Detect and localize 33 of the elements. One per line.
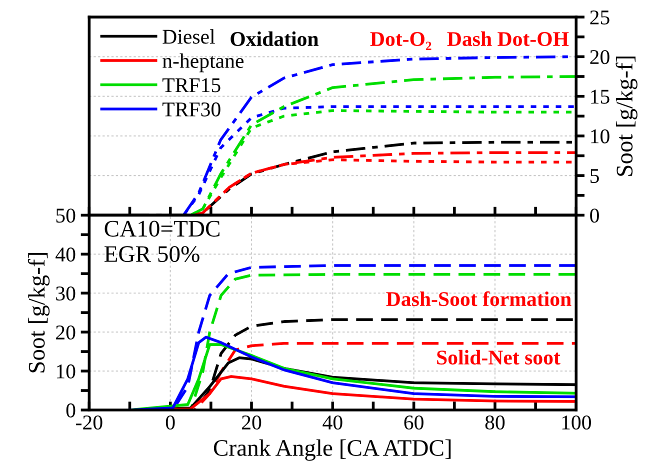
x-tick-label: 20 (242, 415, 262, 430)
y-tick-label: 20 (56, 325, 76, 340)
y-axis-title: Soot [g/kg-f] (616, 56, 638, 176)
x-tick-label: 60 (404, 415, 424, 430)
x-axis-title: Crank Angle [CA ATDC] (214, 439, 451, 461)
y-tick-label: 0 (66, 403, 76, 418)
legend-label: Diesel (162, 29, 215, 44)
annotation: Dash-Soot formation (386, 291, 572, 306)
y-tick-label: 10 (591, 129, 610, 144)
x-tick-label: 100 (562, 415, 591, 430)
y-tick-label: 25 (590, 10, 610, 24)
y-axis-title: Soot [g/kg-f] (28, 253, 50, 372)
annotation: Solid-Net soot (437, 350, 560, 365)
y-tick-label: 0 (590, 208, 599, 223)
annotation: EGR 50% (104, 246, 200, 262)
legend-label: n-heptane (162, 53, 244, 72)
x-tick-label: 0 (166, 415, 175, 430)
y-tick-label: 40 (56, 248, 76, 262)
annotation: CA10=TDC (104, 220, 220, 237)
legend-label: TRF30 (162, 102, 220, 116)
y-tick-label: 20 (590, 50, 610, 64)
y-tick-label: 10 (56, 364, 76, 378)
x-tick-label: -20 (76, 415, 102, 430)
y-tick-label: 5 (590, 169, 599, 184)
annotation: Dash Dot-OH (447, 31, 569, 46)
annotation: Oxidation (230, 31, 318, 46)
annotation: Dot-O₂ (370, 32, 432, 50)
x-tick-label: 80 (485, 415, 505, 430)
y-tick-label: 15 (591, 90, 610, 104)
y-tick-label: 30 (56, 286, 76, 301)
x-tick-label: 40 (322, 415, 342, 430)
y-tick-label: 50 (56, 208, 76, 223)
legend-label: TRF15 (162, 78, 220, 92)
